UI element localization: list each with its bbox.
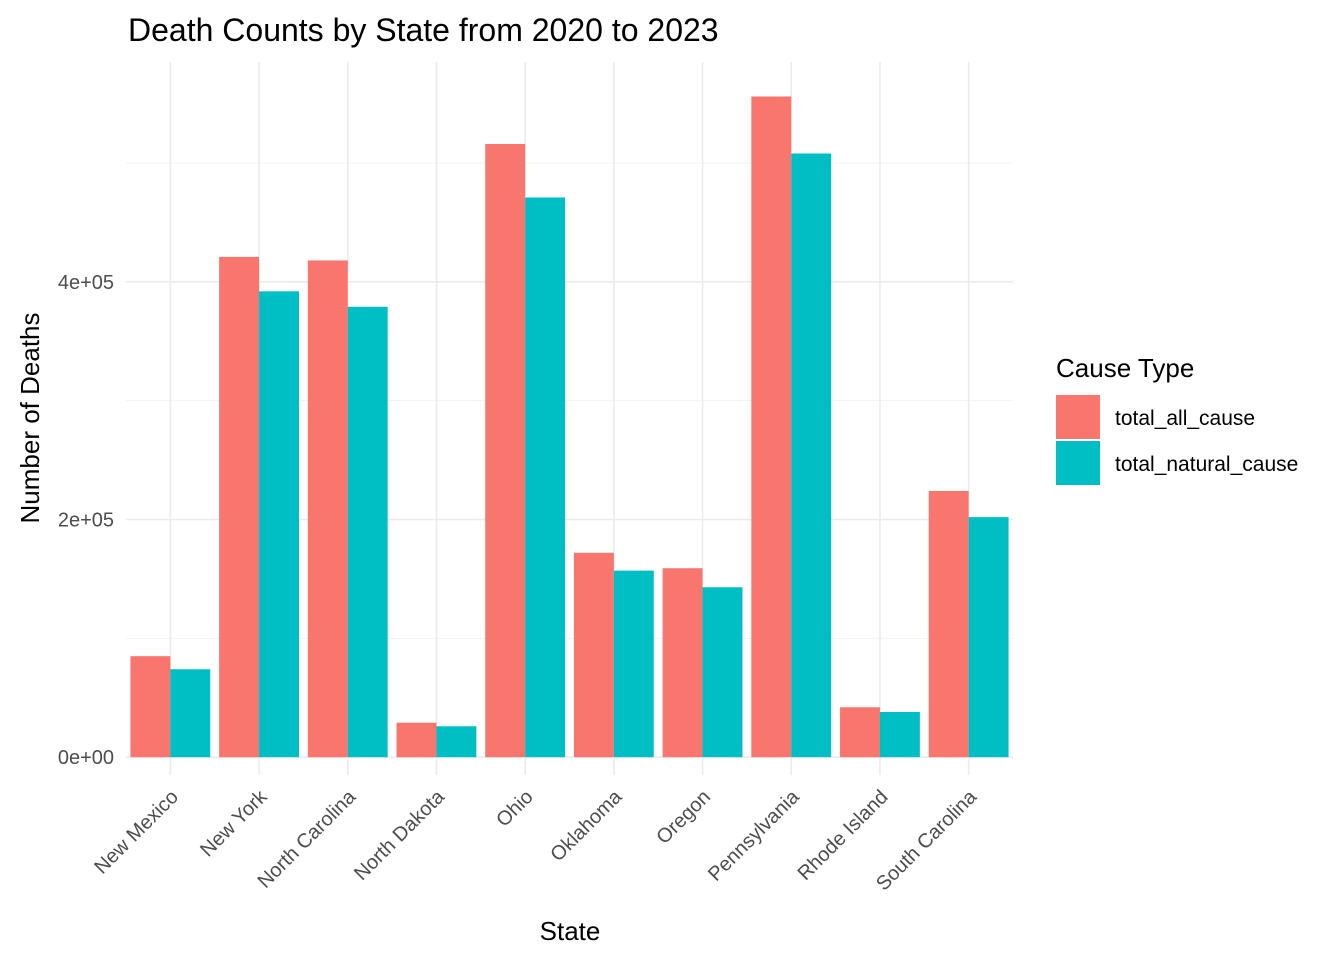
legend-key-total-all-cause [1056,395,1100,439]
bar-total-natural-cause [170,669,211,758]
bar-total-natural-cause [436,726,477,758]
bar-total-all-cause [662,568,703,758]
bar-total-natural-cause [968,517,1009,758]
bar-total-all-cause [840,707,880,758]
y-tick-label: 0e+00 [58,747,114,769]
bar-total-natural-cause [791,153,832,758]
bar-total-all-cause [307,260,348,758]
bar-total-all-cause [219,256,260,758]
y-axis-title: Number of Deaths [15,313,45,524]
y-tick-label: 4e+05 [58,272,114,294]
bar-total-all-cause [573,552,614,758]
y-tick-label: 2e+05 [58,510,114,532]
bars [130,96,1009,758]
bar-total-all-cause [130,656,171,758]
legend-key-total-natural-cause [1056,441,1100,485]
x-tick-label: Pennsylvania [704,785,804,885]
x-tick-label: Oregon [652,786,715,849]
y-axis-ticks: 0e+00 2e+05 4e+05 [58,272,114,769]
legend-label: total_natural_cause [1115,453,1298,476]
x-tick-label: Ohio [492,786,537,831]
bar-total-all-cause [751,96,792,758]
bar-total-natural-cause [702,587,743,758]
bar-total-natural-cause [613,570,654,758]
chart-title: Death Counts by State from 2020 to 2023 [128,12,719,48]
bar-total-natural-cause [259,291,299,758]
bar-total-all-cause [396,722,437,758]
bar-total-natural-cause [525,197,566,758]
bar-total-all-cause [928,490,969,758]
legend: Cause Type total_all_cause total_natural_… [1056,353,1298,485]
bar-total-natural-cause [347,306,388,758]
legend-label: total_all_cause [1115,407,1255,430]
x-tick-label: New York [196,785,272,861]
x-tick-label: New Mexico [90,786,183,879]
bar-total-all-cause [485,143,526,758]
bar-total-natural-cause [879,712,920,758]
x-tick-label: Oklahoma [546,785,627,866]
x-tick-label: Rhode Island [794,786,893,885]
x-axis-title: State [540,916,601,946]
legend-title: Cause Type [1056,353,1194,383]
x-tick-label: North Dakota [350,785,449,884]
